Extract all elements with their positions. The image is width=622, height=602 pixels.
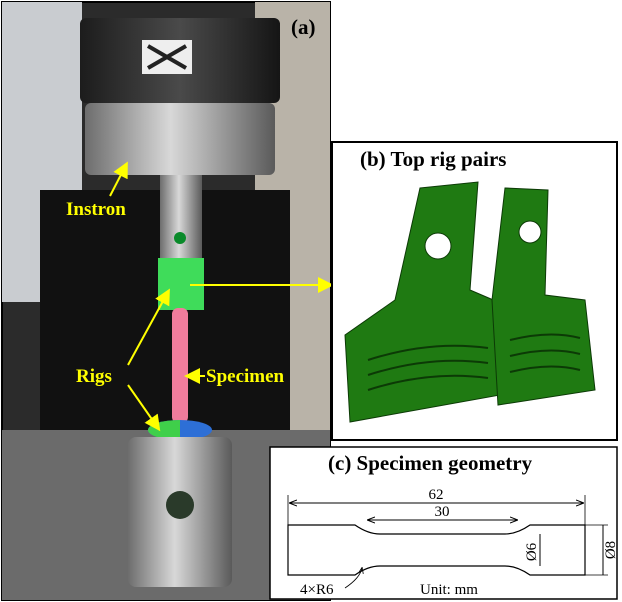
panel-c: (c) Specimen geometry 62 30 Ø6 Ø8 4×R6 U… — [270, 447, 619, 599]
dimension-label: 62 — [429, 487, 444, 503]
panel-title: (c) Specimen geometry — [328, 451, 533, 475]
panel-label: (a) — [291, 15, 316, 39]
dimension-label: Ø6 — [524, 542, 540, 561]
annotation: Instron — [66, 199, 126, 220]
annotation: Specimen — [206, 366, 285, 387]
dimension-label: Ø8 — [603, 541, 619, 559]
panel-b: (b) Top rig pairs — [332, 142, 617, 440]
panel-title: (b) Top rig pairs — [360, 147, 506, 171]
dimension-label: 4×R6 — [300, 582, 334, 598]
unit-note: Unit: mm — [420, 582, 478, 598]
annotation: Rigs — [76, 366, 112, 387]
dimension-label: 30 — [435, 504, 450, 520]
figure: Instron Rigs Specimen (a) (b) Top rig pa… — [0, 0, 622, 602]
